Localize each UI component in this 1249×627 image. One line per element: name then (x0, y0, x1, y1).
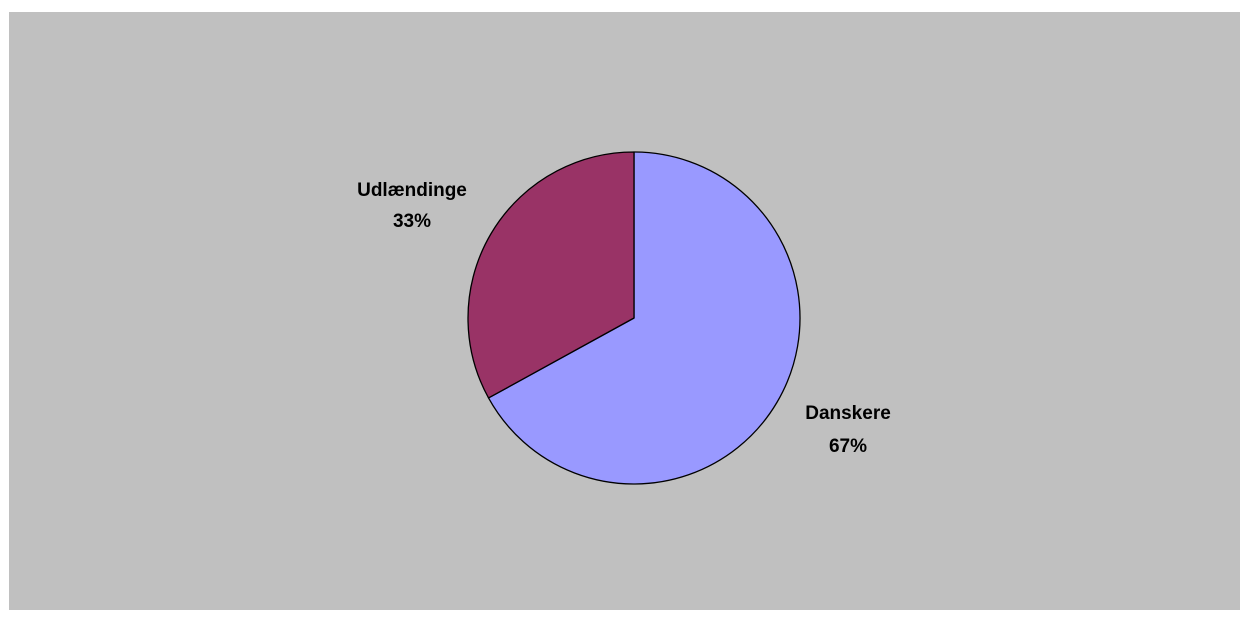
pie-slice-danskere (487, 151, 801, 485)
slice-label-name-udlaendinge: Udlændinge (357, 180, 467, 201)
slice-labels: Udlændinge 33% Danskere 67% (357, 180, 891, 457)
pie-slice-udlaendinge (467, 151, 635, 399)
slice-label-percent-udlaendinge: 33% (393, 211, 431, 232)
slice-label-name-danskere: Danskere (805, 403, 891, 424)
slice-label-percent-danskere: 67% (829, 436, 867, 457)
pie-slices (467, 151, 801, 485)
